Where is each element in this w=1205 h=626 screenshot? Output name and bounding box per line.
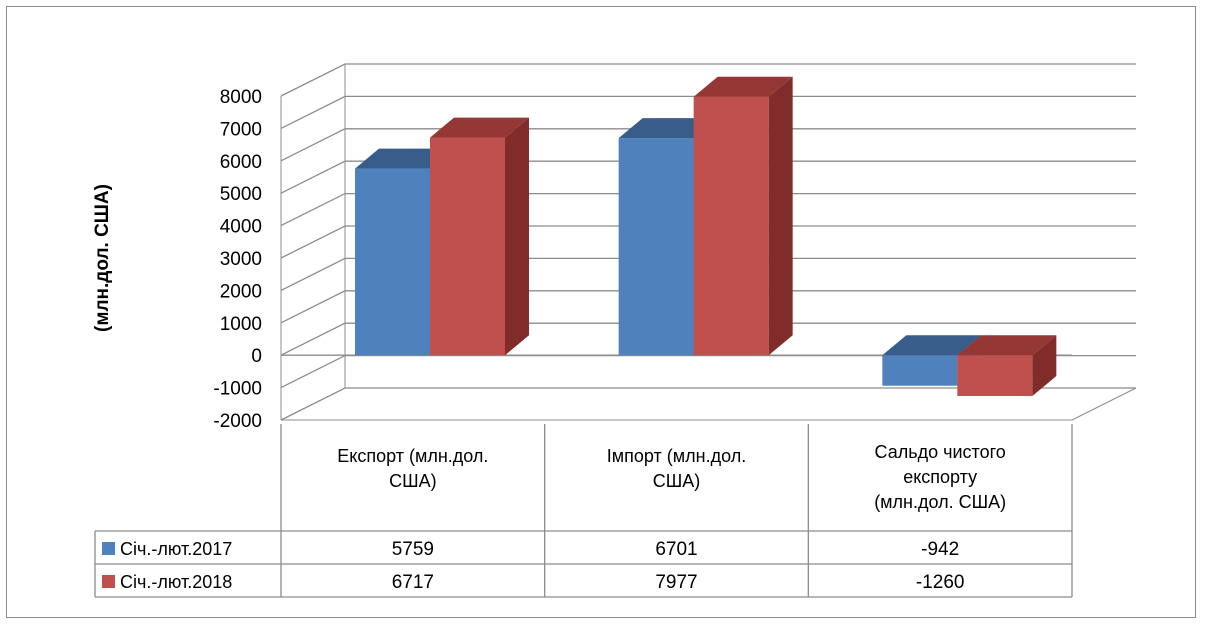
bar-top [355, 148, 454, 169]
category-label: США) [653, 471, 701, 491]
bar-side [768, 76, 793, 356]
gridline [280, 290, 1136, 324]
bar-top [618, 118, 718, 139]
bar-1-2 [957, 335, 1057, 397]
y-tick-label: 8000 [220, 87, 262, 108]
bar-top [882, 335, 982, 356]
legend-label: Січ.-лют.2017 [120, 539, 232, 559]
gridline [280, 95, 1136, 129]
bar-top [430, 117, 529, 138]
gridline [280, 160, 1136, 194]
y-tick-label: 3000 [220, 249, 262, 270]
category-label: Сальдо чистого [875, 442, 1006, 462]
gridline [280, 192, 1136, 227]
legend-label: Січ.-лют.2018 [120, 572, 232, 592]
y-tick-label: -2000 [213, 411, 262, 432]
y-axis-label: (млн.дол. США) [92, 184, 113, 332]
bar-front [618, 138, 694, 356]
category-label: Імпорт (млн.дол. [607, 446, 746, 466]
bar-side [1032, 335, 1057, 397]
bar-side [505, 117, 529, 356]
bar-front [957, 355, 1033, 397]
table-cell-value: -1260 [916, 572, 965, 593]
y-tick-label: 4000 [220, 217, 262, 238]
table-cell-value: 7977 [655, 572, 697, 593]
y-tick-label: 7000 [220, 119, 262, 140]
bar-front [355, 168, 430, 356]
bar-front [693, 96, 769, 356]
category-label: Експорт (млн.дол. [337, 446, 488, 466]
y-tick-label: 2000 [220, 281, 262, 302]
table-cell-value: 5759 [392, 539, 434, 560]
legend-swatch [102, 575, 115, 588]
y-tick-label: 1000 [220, 314, 262, 335]
bar-front [882, 355, 958, 386]
bar-1-0 [430, 117, 529, 356]
floor-right [1071, 387, 1137, 421]
y-tick-label: -1000 [213, 379, 262, 400]
y-tick-label: 6000 [220, 152, 262, 173]
table-cell-value: 6701 [655, 539, 697, 560]
category-label: експорту [903, 467, 977, 487]
gridline [280, 128, 1136, 162]
gridline [280, 63, 1136, 97]
bar-top [693, 76, 793, 97]
gridline [280, 387, 1136, 421]
data-table: Експорт (млн.дол. США) Імпорт (млн.дол. США… [94, 424, 1073, 598]
gridline [280, 322, 1136, 356]
y-tick-label: 0 [251, 346, 262, 367]
category-label: США) [389, 471, 437, 491]
category-label: (млн.дол. США) [874, 492, 1006, 512]
chart-frame [6, 6, 1196, 618]
bar-top [957, 335, 1057, 356]
gridline [280, 225, 1136, 259]
y-axis-ticks: 8000 7000 6000 5000 4000 3000 2000 1000 0 -1000 -2… [213, 87, 262, 432]
table-cell-value: -942 [921, 539, 959, 560]
gridline [280, 257, 1136, 291]
table-cell-value: 6717 [392, 572, 434, 593]
bar-front [430, 137, 505, 356]
bars [355, 76, 1057, 397]
legend-swatch [102, 542, 115, 555]
bar-1-1 [693, 76, 793, 356]
y-tick-label: 5000 [220, 184, 262, 205]
